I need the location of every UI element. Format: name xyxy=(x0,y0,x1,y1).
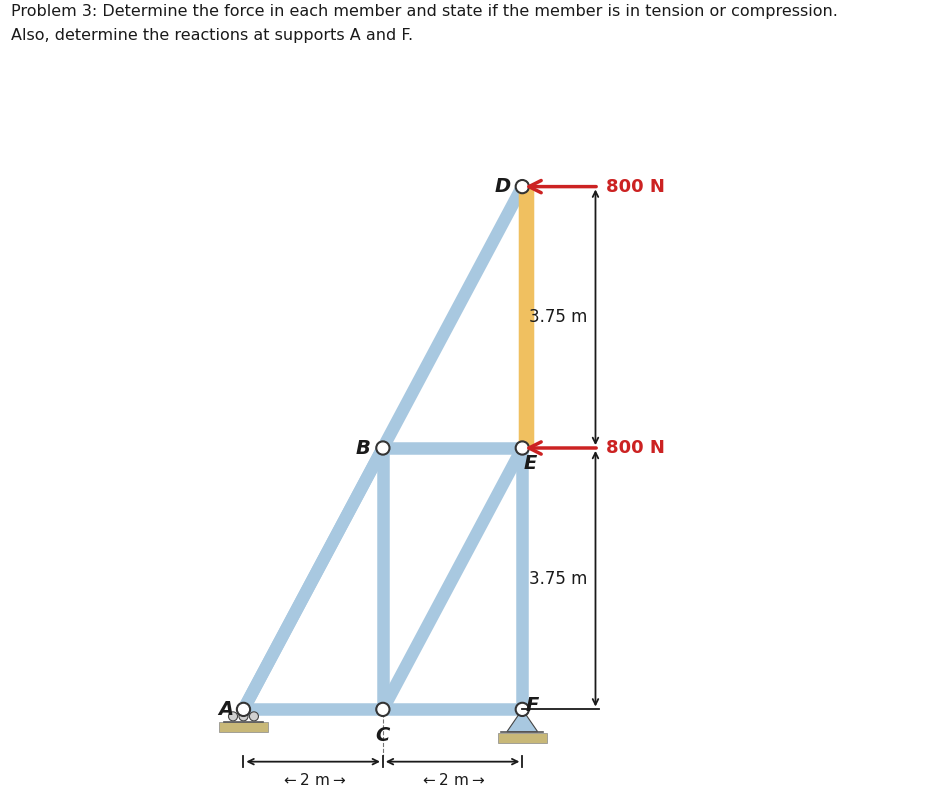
Text: $\leftarrow$2 m$\rightarrow$: $\leftarrow$2 m$\rightarrow$ xyxy=(420,772,485,788)
Circle shape xyxy=(378,705,387,714)
Bar xyxy=(498,733,546,743)
Text: 800 N: 800 N xyxy=(606,439,665,457)
Text: F: F xyxy=(527,697,540,715)
Circle shape xyxy=(517,705,527,714)
Circle shape xyxy=(237,702,250,716)
Circle shape xyxy=(515,702,529,716)
Text: $\leftarrow$2 m$\rightarrow$: $\leftarrow$2 m$\rightarrow$ xyxy=(280,772,346,788)
Circle shape xyxy=(228,712,238,721)
Circle shape xyxy=(376,441,390,455)
Text: Problem 3: Determine the force in each member and state if the member is in tens: Problem 3: Determine the force in each m… xyxy=(11,4,838,19)
Text: E: E xyxy=(524,454,537,473)
Text: Also, determine the reactions at supports A and F.: Also, determine the reactions at support… xyxy=(11,28,414,43)
Circle shape xyxy=(515,441,529,455)
Bar xyxy=(219,722,268,732)
Polygon shape xyxy=(507,710,538,732)
Text: C: C xyxy=(376,726,390,746)
Text: A: A xyxy=(219,700,234,719)
Text: D: D xyxy=(494,177,510,196)
Text: 800 N: 800 N xyxy=(606,178,665,196)
Circle shape xyxy=(515,180,529,194)
Text: B: B xyxy=(356,438,371,458)
Circle shape xyxy=(517,443,527,453)
Circle shape xyxy=(517,182,527,191)
Circle shape xyxy=(239,705,248,714)
Text: 3.75 m: 3.75 m xyxy=(528,308,587,326)
Circle shape xyxy=(249,712,259,721)
Circle shape xyxy=(239,712,248,721)
Circle shape xyxy=(376,702,390,716)
Text: 3.75 m: 3.75 m xyxy=(528,570,587,588)
Circle shape xyxy=(378,443,387,453)
